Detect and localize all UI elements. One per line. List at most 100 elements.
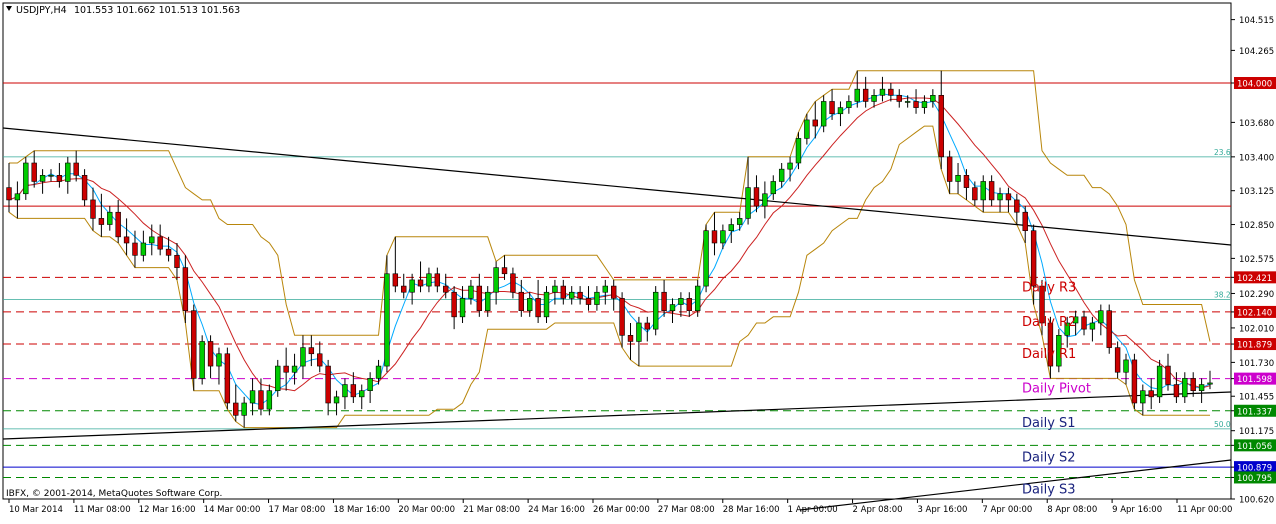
- candle-body[interactable]: [149, 236, 155, 244]
- candle-body[interactable]: [384, 273, 390, 367]
- candle-body[interactable]: [728, 224, 734, 231]
- candle-body[interactable]: [140, 242, 147, 256]
- candle-body[interactable]: [1207, 382, 1213, 385]
- candle-body[interactable]: [308, 347, 315, 355]
- candle-body[interactable]: [325, 365, 331, 404]
- candle-body[interactable]: [1156, 365, 1163, 398]
- candle-body[interactable]: [216, 353, 222, 367]
- candle-body[interactable]: [1131, 359, 1138, 404]
- candle-body[interactable]: [787, 162, 793, 170]
- candle-body[interactable]: [946, 156, 953, 182]
- candle-body[interactable]: [451, 291, 457, 318]
- candle-body[interactable]: [610, 285, 617, 299]
- candle-body[interactable]: [98, 218, 105, 225]
- candle-body[interactable]: [493, 267, 499, 293]
- candle-body[interactable]: [1005, 193, 1012, 201]
- candle-body[interactable]: [443, 285, 449, 293]
- candle-body[interactable]: [1140, 390, 1146, 404]
- candle-body[interactable]: [762, 193, 768, 207]
- candle-body[interactable]: [191, 310, 197, 379]
- candle-body[interactable]: [409, 279, 415, 293]
- candle-body[interactable]: [913, 101, 919, 108]
- candle-body[interactable]: [300, 347, 306, 367]
- candle-body[interactable]: [14, 193, 21, 201]
- candle-body[interactable]: [518, 291, 525, 311]
- candle-body[interactable]: [997, 193, 1003, 201]
- candle-body[interactable]: [350, 384, 357, 398]
- candle-body[interactable]: [543, 291, 550, 318]
- candle-body[interactable]: [921, 101, 928, 108]
- candle-body[interactable]: [904, 101, 911, 103]
- candle-body[interactable]: [1173, 384, 1180, 398]
- candle-body[interactable]: [644, 322, 650, 330]
- candle-body[interactable]: [703, 230, 709, 287]
- candle-body[interactable]: [1114, 347, 1121, 373]
- candle-body[interactable]: [1190, 378, 1196, 391]
- candle-body[interactable]: [107, 211, 113, 225]
- candle-body[interactable]: [182, 267, 189, 311]
- candle-body[interactable]: [510, 273, 516, 293]
- candle-body[interactable]: [233, 402, 239, 416]
- candle-body[interactable]: [73, 162, 79, 176]
- candle-body[interactable]: [972, 187, 978, 201]
- candle-body[interactable]: [846, 101, 852, 108]
- candle-body[interactable]: [820, 101, 827, 127]
- candle-body[interactable]: [367, 378, 373, 391]
- candle-body[interactable]: [619, 298, 625, 336]
- candle-body[interactable]: [6, 187, 12, 201]
- candle-body[interactable]: [39, 175, 46, 182]
- candle-body[interactable]: [678, 298, 684, 305]
- candle-body[interactable]: [552, 285, 558, 293]
- candle-body[interactable]: [90, 199, 96, 219]
- candle-body[interactable]: [837, 107, 844, 115]
- candle-body[interactable]: [1089, 322, 1096, 330]
- candle-body[interactable]: [1148, 390, 1154, 398]
- candle-body[interactable]: [392, 273, 399, 287]
- candle-body[interactable]: [795, 138, 802, 164]
- candle-body[interactable]: [417, 279, 424, 287]
- candle-body[interactable]: [283, 365, 289, 373]
- candle-body[interactable]: [896, 95, 902, 102]
- candle-body[interactable]: [963, 175, 970, 188]
- candle-body[interactable]: [594, 291, 600, 305]
- candle-body[interactable]: [661, 291, 667, 311]
- candle-body[interactable]: [342, 384, 348, 398]
- candle-body[interactable]: [711, 230, 718, 244]
- candle-body[interactable]: [652, 291, 659, 330]
- candle-body[interactable]: [569, 291, 575, 299]
- candle-body[interactable]: [1182, 378, 1188, 398]
- candle-body[interactable]: [132, 242, 138, 256]
- candle-body[interactable]: [770, 181, 776, 195]
- candle-body[interactable]: [258, 390, 264, 410]
- candle-body[interactable]: [241, 402, 247, 416]
- candle-body[interactable]: [669, 304, 676, 311]
- candle-body[interactable]: [249, 390, 256, 404]
- candle-body[interactable]: [980, 181, 986, 201]
- candle-body[interactable]: [165, 248, 172, 256]
- candle-body[interactable]: [1022, 211, 1028, 231]
- candle-body[interactable]: [459, 298, 466, 318]
- candle-body[interactable]: [275, 365, 281, 391]
- candle-body[interactable]: [804, 119, 810, 139]
- candle-body[interactable]: [577, 291, 583, 299]
- candle-body[interactable]: [812, 119, 818, 127]
- candle-body[interactable]: [56, 175, 63, 182]
- candle-body[interactable]: [1198, 384, 1205, 391]
- candle-body[interactable]: [1039, 285, 1045, 324]
- candle-body[interactable]: [778, 168, 785, 182]
- candle-body[interactable]: [694, 285, 701, 311]
- candle-body[interactable]: [1064, 322, 1070, 336]
- candle-body[interactable]: [736, 218, 743, 225]
- candle-body[interactable]: [854, 88, 860, 102]
- candle-body[interactable]: [535, 298, 541, 318]
- candle-body[interactable]: [585, 298, 592, 305]
- candle-body[interactable]: [955, 175, 961, 182]
- candle-body[interactable]: [501, 267, 508, 275]
- candle-body[interactable]: [1056, 335, 1062, 367]
- candle-body[interactable]: [174, 255, 180, 268]
- candle-body[interactable]: [1072, 316, 1079, 324]
- candle-body[interactable]: [401, 285, 407, 293]
- lower-trendline[interactable]: [799, 459, 1232, 511]
- candle-body[interactable]: [686, 298, 692, 311]
